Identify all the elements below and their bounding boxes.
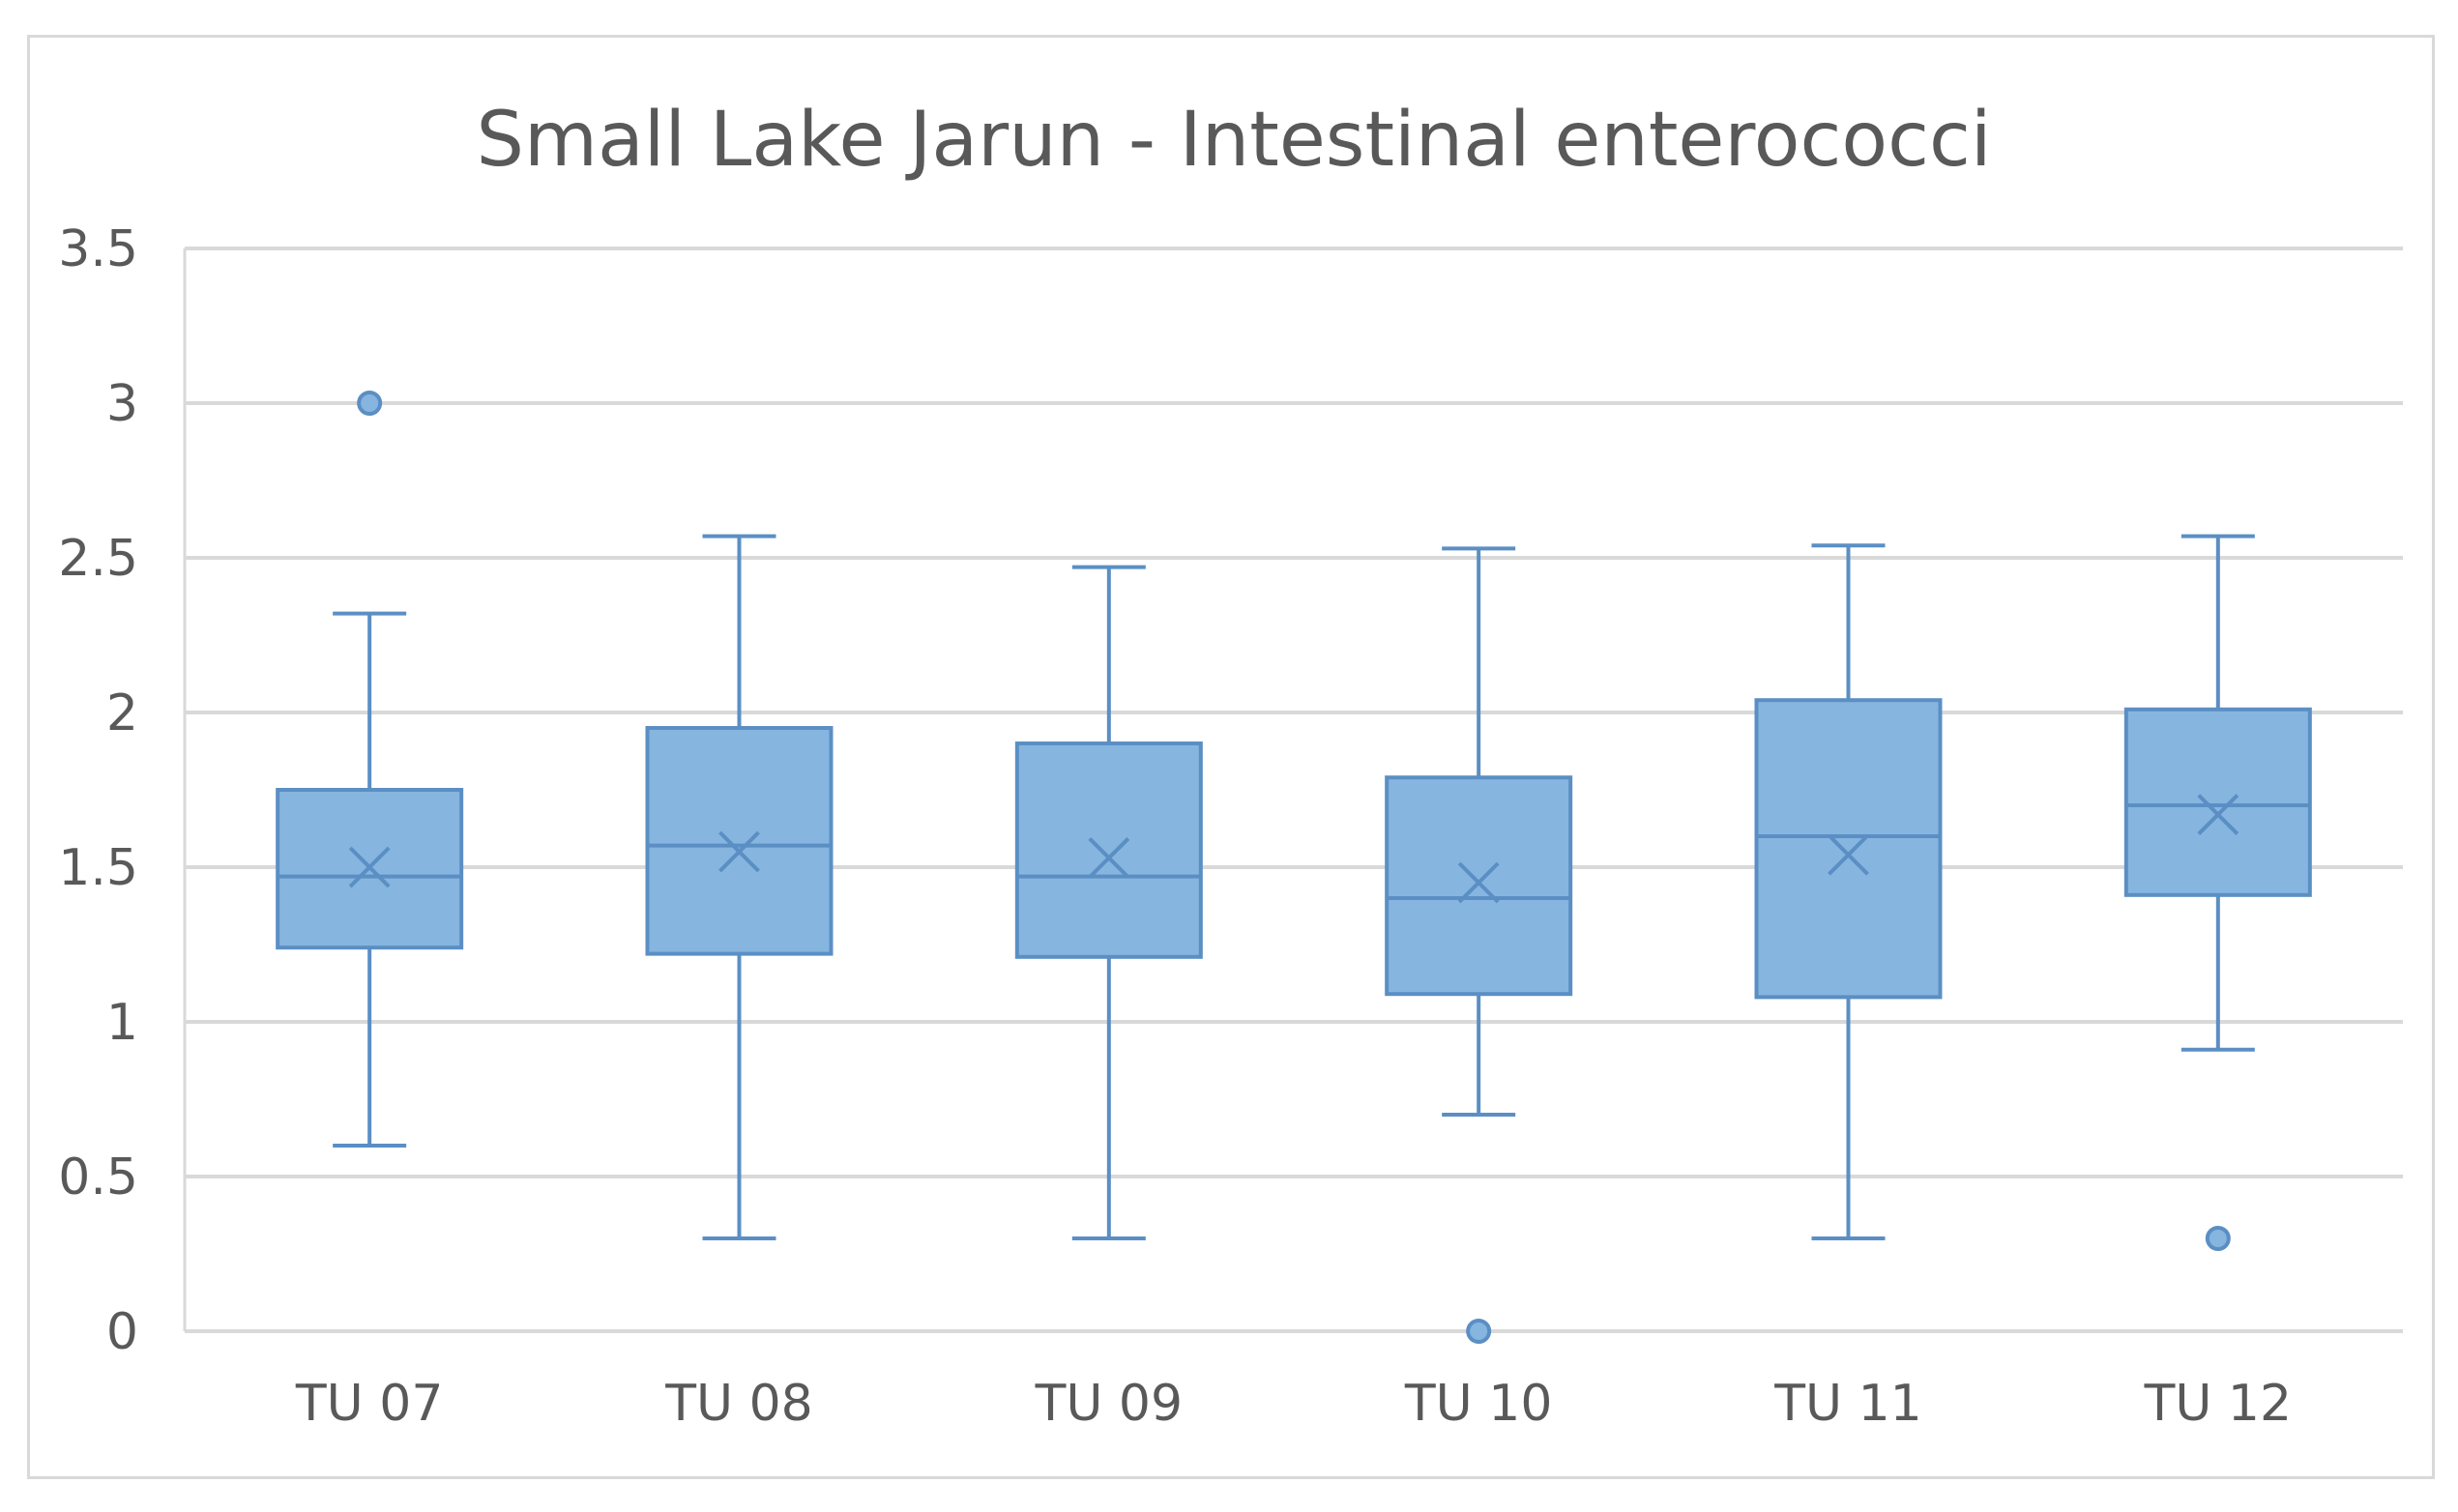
y-tick-label: 3 — [106, 375, 138, 433]
iqr-box — [1385, 775, 1573, 997]
chart-svg: Small Lake Jarun - Intestinal enterococc… — [58, 97, 2403, 1433]
box-plots — [276, 391, 2312, 1344]
x-tick-label: TU 07 — [295, 1375, 444, 1433]
x-tick-label: TU 08 — [664, 1375, 813, 1433]
x-tick-label: TU 10 — [1404, 1375, 1553, 1433]
box-plot-tu-08 — [645, 534, 834, 1240]
mean-marker — [1828, 833, 1869, 876]
y-tick-label: 2.5 — [58, 530, 138, 588]
iqr-box — [1754, 698, 1943, 1000]
mean-marker — [1088, 836, 1130, 879]
y-tick-label: 0 — [106, 1303, 138, 1361]
box-plot-tu-10 — [1385, 546, 1573, 1344]
box-plot-tu-07 — [276, 391, 464, 1148]
box-plot-tu-12 — [2123, 534, 2312, 1251]
y-tick-label: 2 — [106, 684, 138, 742]
mean-marker — [1457, 861, 1500, 904]
mean-marker — [718, 830, 760, 873]
chart-frame: Small Lake Jarun - Intestinal enterococc… — [27, 35, 2435, 1479]
outlier-point — [1466, 1319, 1492, 1344]
iqr-box — [1014, 741, 1203, 959]
mean-marker — [348, 846, 391, 888]
x-tick-label: TU 09 — [1035, 1375, 1184, 1433]
x-tick-label: TU 12 — [2144, 1375, 2293, 1433]
outlier-point — [2205, 1226, 2231, 1251]
y-tick-label: 1.5 — [58, 839, 138, 897]
outlier-point — [357, 391, 383, 416]
box-plot-tu-11 — [1754, 543, 1943, 1240]
chart-title: Small Lake Jarun - Intestinal enterococc… — [476, 97, 1991, 184]
iqr-box — [645, 726, 834, 956]
y-tick-label: 1 — [106, 994, 138, 1052]
box-plot-tu-09 — [1014, 565, 1203, 1240]
x-axis-tick-labels: TU 07 TU 08 TU 09 TU 10 TU 11 TU 12 — [295, 1375, 2292, 1433]
y-tick-label: 0.5 — [58, 1149, 138, 1207]
y-axis-tick-labels: 0 0.5 1 1.5 2 2.5 3 3.5 — [58, 220, 138, 1361]
y-tick-label: 3.5 — [58, 220, 138, 278]
x-tick-label: TU 11 — [1773, 1375, 1922, 1433]
mean-marker — [2197, 794, 2239, 836]
gridlines — [183, 247, 2403, 1333]
iqr-box — [2123, 707, 2312, 897]
